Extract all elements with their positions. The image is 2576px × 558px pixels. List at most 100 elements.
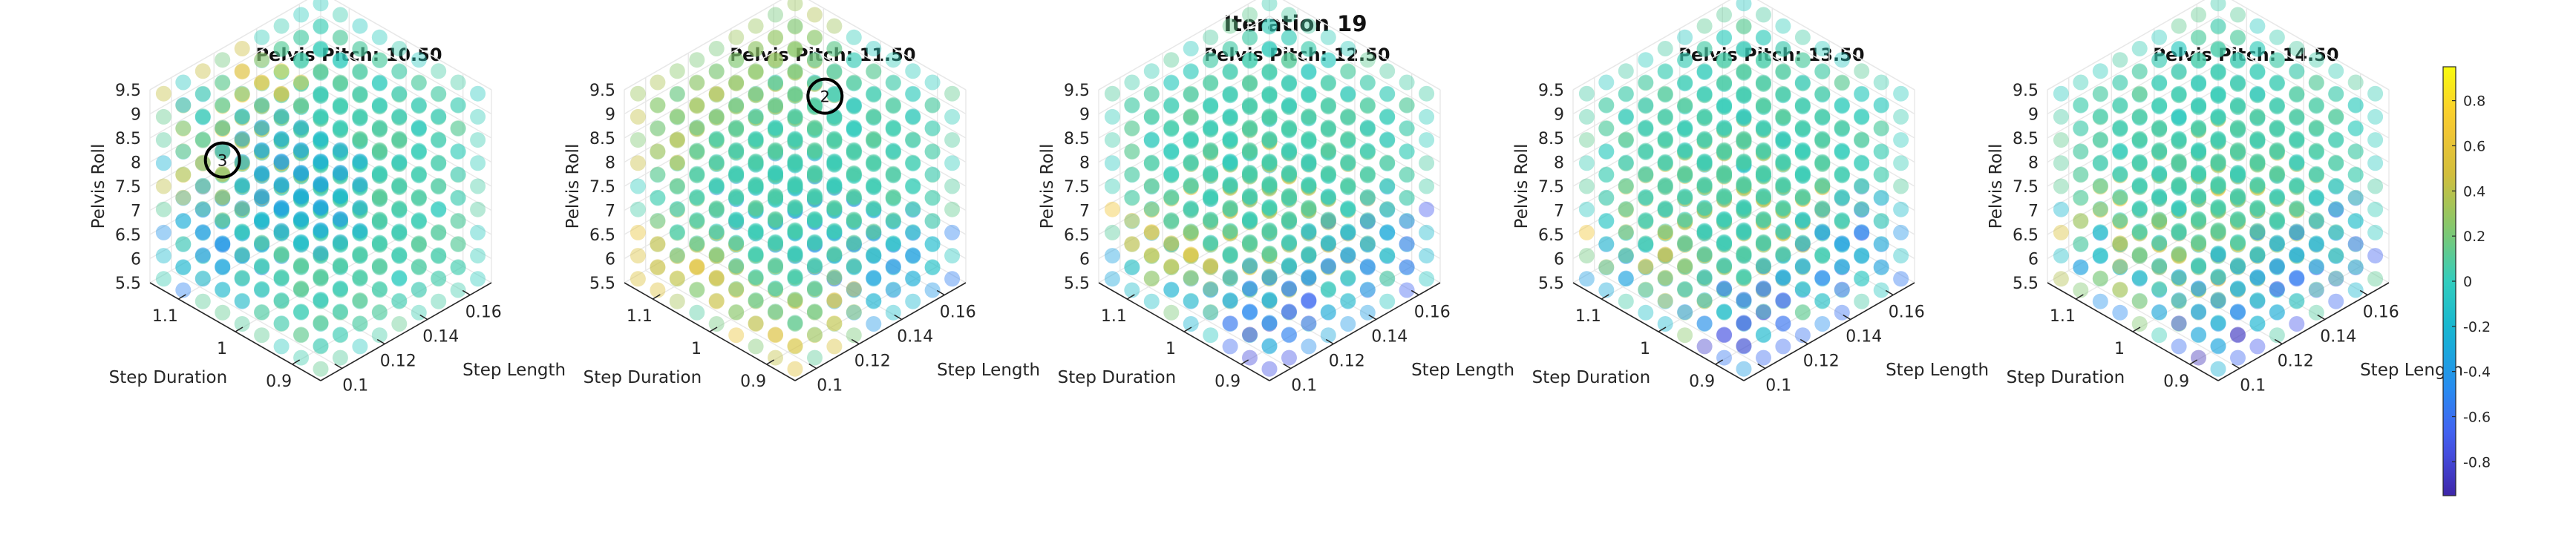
y-tick-label: 0.9: [2163, 372, 2189, 391]
scatter-point: [1696, 269, 1713, 285]
scatter-point: [371, 304, 388, 321]
scatter-point: [215, 189, 231, 206]
scatter-point: [1124, 259, 1140, 275]
points: [1104, 0, 1435, 377]
scatter-point: [254, 191, 270, 207]
scatter-point: [846, 120, 862, 137]
scatter-point: [1222, 131, 1238, 147]
scatter-point: [1359, 119, 1376, 136]
scatter-point: [650, 236, 666, 252]
scatter-point: [866, 156, 882, 172]
scatter-point: [1203, 212, 1219, 229]
scatter-point: [885, 237, 901, 253]
scatter-point: [1677, 29, 1693, 45]
scatter-point: [1756, 119, 1771, 136]
scatter-point: [273, 202, 290, 218]
scatter-point: [1359, 258, 1376, 275]
scatter-point: [1242, 167, 1258, 183]
scatter-point: [806, 168, 823, 185]
scatter-point: [234, 224, 250, 240]
scatter-point: [866, 200, 882, 217]
scatter-point: [2289, 41, 2305, 56]
scatter-point: [2092, 224, 2108, 240]
scatter-point: [1854, 177, 1870, 194]
scatter-point: [1834, 165, 1850, 182]
scatter-point: [391, 246, 408, 263]
scatter-point: [1183, 178, 1199, 194]
scatter-point: [2269, 96, 2285, 113]
scatter-point: [1281, 145, 1297, 161]
z-tick-label: 6: [1079, 251, 1090, 269]
scatter-point: [273, 177, 290, 193]
scatter-point: [728, 76, 745, 92]
scatter-point: [807, 121, 823, 137]
scatter-point: [293, 97, 309, 114]
scatter-point: [313, 316, 329, 332]
scatter-point: [391, 86, 408, 102]
scatter-point: [371, 166, 388, 183]
scatter-point: [2347, 166, 2364, 183]
scatter-point: [1657, 85, 1673, 102]
scatter-point: [807, 260, 823, 276]
scatter-point: [1696, 200, 1713, 216]
scatter-point: [411, 120, 427, 137]
scatter-point: [1143, 108, 1160, 125]
scatter-point: [1242, 213, 1258, 229]
scatter-point: [215, 236, 231, 252]
scatter-point: [924, 189, 941, 206]
scatter-point: [2151, 96, 2168, 113]
scatter-point: [2269, 211, 2285, 228]
scatter-point: [273, 88, 290, 104]
scatter-point: [885, 121, 901, 137]
scatter-point: [431, 248, 447, 264]
scatter-point: [826, 200, 843, 216]
scatter-point: [1163, 142, 1180, 159]
scatter-point: [2249, 85, 2266, 102]
points: [155, 0, 486, 377]
scatter-point: [1598, 143, 1615, 160]
scatter-point: [728, 280, 745, 297]
scatter-point: [1242, 144, 1258, 160]
scatter-point: [1281, 234, 1297, 250]
scatter-point: [391, 131, 408, 148]
scatter-point: [1657, 131, 1673, 147]
scatter-point: [807, 212, 823, 229]
scatter-point: [768, 260, 783, 276]
scatter-point: [1203, 327, 1219, 344]
scatter-point: [728, 236, 745, 252]
x-tick-label: 0.16: [940, 303, 976, 322]
scatter-point: [866, 108, 882, 125]
colorbar-tick-label: -0.6: [2463, 410, 2491, 426]
scatter-point: [1736, 338, 1752, 354]
scatter-point: [1203, 189, 1219, 206]
scatter-point: [313, 200, 329, 217]
scatter-point: [273, 292, 290, 309]
y-tick-label: 1.1: [627, 307, 653, 326]
scatter-point: [689, 212, 705, 229]
scatter-point: [1222, 224, 1238, 240]
scatter-point: [1618, 247, 1634, 263]
scatter-point: [293, 282, 309, 298]
scatter-point: [768, 142, 783, 159]
scatter-point: [1716, 7, 1732, 23]
scatter-point: [431, 156, 447, 172]
scatter-point: [1301, 41, 1317, 56]
scatter-point: [1677, 74, 1693, 91]
scatter-point: [1143, 225, 1160, 241]
scatter-point: [669, 156, 685, 172]
scatter-point: [1242, 189, 1258, 206]
scatter-point: [313, 222, 329, 238]
scatter-point: [866, 200, 882, 216]
scatter-point: [1163, 145, 1180, 160]
scatter-point: [1163, 96, 1180, 113]
scatter-point: [1873, 143, 1889, 160]
scatter-point: [215, 235, 231, 252]
scatter-point: [1261, 18, 1278, 34]
scatter-point: [411, 212, 427, 228]
scatter-point: [431, 224, 447, 240]
scatter-point: [1281, 122, 1297, 139]
scatter-point: [1261, 108, 1278, 125]
scatter-point: [768, 235, 783, 252]
scatter-point: [293, 143, 309, 160]
scatter-point: [2328, 154, 2344, 171]
